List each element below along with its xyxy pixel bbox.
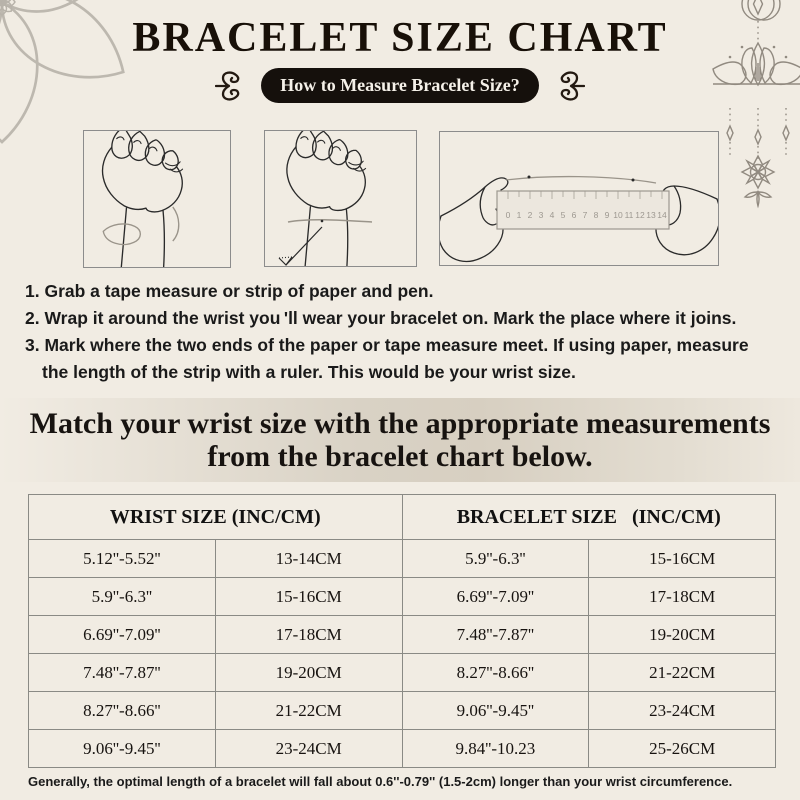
- svg-text:5: 5: [561, 210, 566, 220]
- svg-text:1: 1: [517, 210, 522, 220]
- svg-text:3: 3: [539, 210, 544, 220]
- svg-text:2: 2: [528, 210, 533, 220]
- svg-text:8: 8: [594, 210, 599, 220]
- svg-text:7: 7: [583, 210, 588, 220]
- svg-text:11: 11: [625, 210, 634, 220]
- svg-text:12: 12: [635, 210, 645, 220]
- svg-text:4: 4: [550, 210, 555, 220]
- svg-text:6: 6: [572, 210, 577, 220]
- svg-text:10: 10: [613, 210, 623, 220]
- svg-text:14: 14: [657, 210, 667, 220]
- svg-text:9: 9: [605, 210, 610, 220]
- svg-text:0: 0: [506, 210, 511, 220]
- svg-text:13: 13: [646, 210, 656, 220]
